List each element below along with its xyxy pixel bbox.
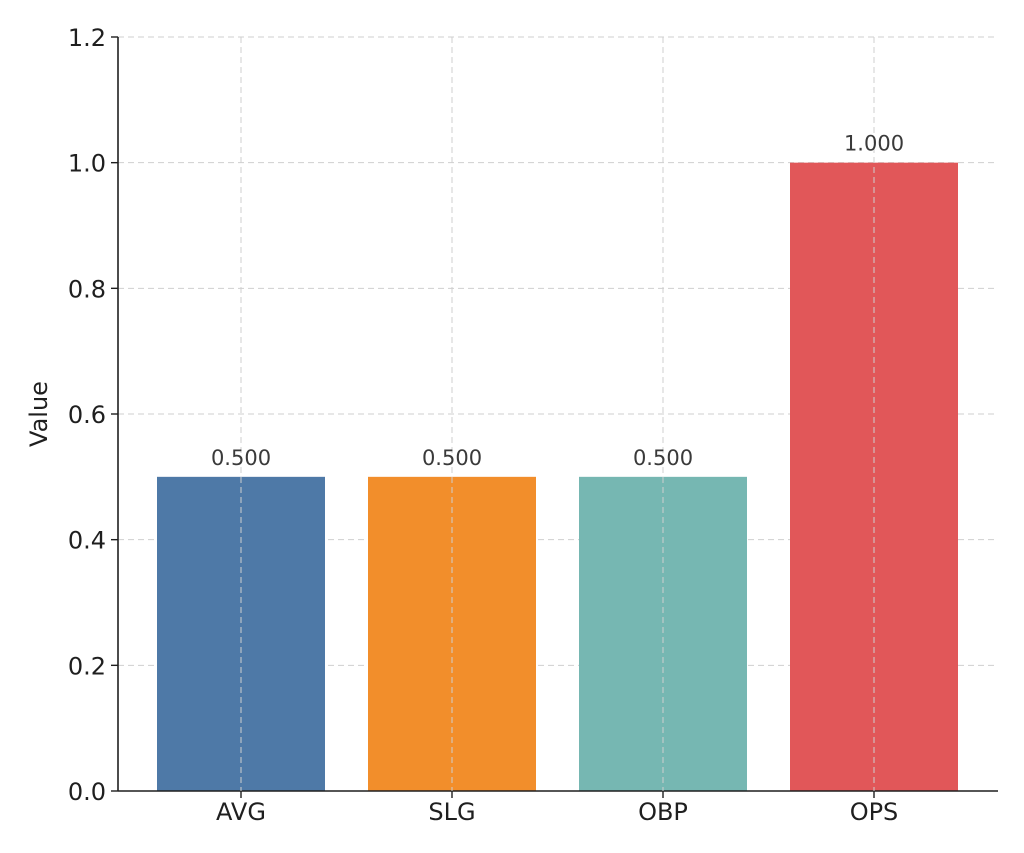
y-axis-title: Value <box>25 381 53 447</box>
x-tick-label-slg: SLG <box>428 798 475 826</box>
bar-obp <box>579 476 747 791</box>
y-tick-label: 0.0 <box>68 778 106 806</box>
x-tick-label-ops: OPS <box>850 798 899 826</box>
y-tick-label: 0.2 <box>68 652 106 680</box>
labels: 0.500 0.500 0.500 1.000 <box>211 37 904 791</box>
y-tick-label: 1.0 <box>68 150 106 178</box>
x-tick-label-obp: OBP <box>638 798 688 826</box>
y-tick-label: 0.6 <box>68 401 106 429</box>
x-tick-label-avg: AVG <box>216 798 266 826</box>
bars <box>157 162 958 791</box>
axes: 0.0 0.2 0.4 0.6 0.8 1.0 1.2 AVG SLG OBP OPS <box>68 24 998 826</box>
y-tick-label: 0.4 <box>68 527 106 555</box>
data-label-ops: 1.000 <box>844 132 904 156</box>
data-label-slg: 0.500 <box>422 446 482 470</box>
data-label-obp: 0.500 <box>633 446 693 470</box>
bar-avg <box>157 476 325 791</box>
y-tick-label: 1.2 <box>68 24 106 52</box>
bar-ops <box>790 162 958 791</box>
bar-slg <box>368 476 536 791</box>
data-label-avg: 0.500 <box>211 446 271 470</box>
y-tick-label: 0.8 <box>68 275 106 303</box>
